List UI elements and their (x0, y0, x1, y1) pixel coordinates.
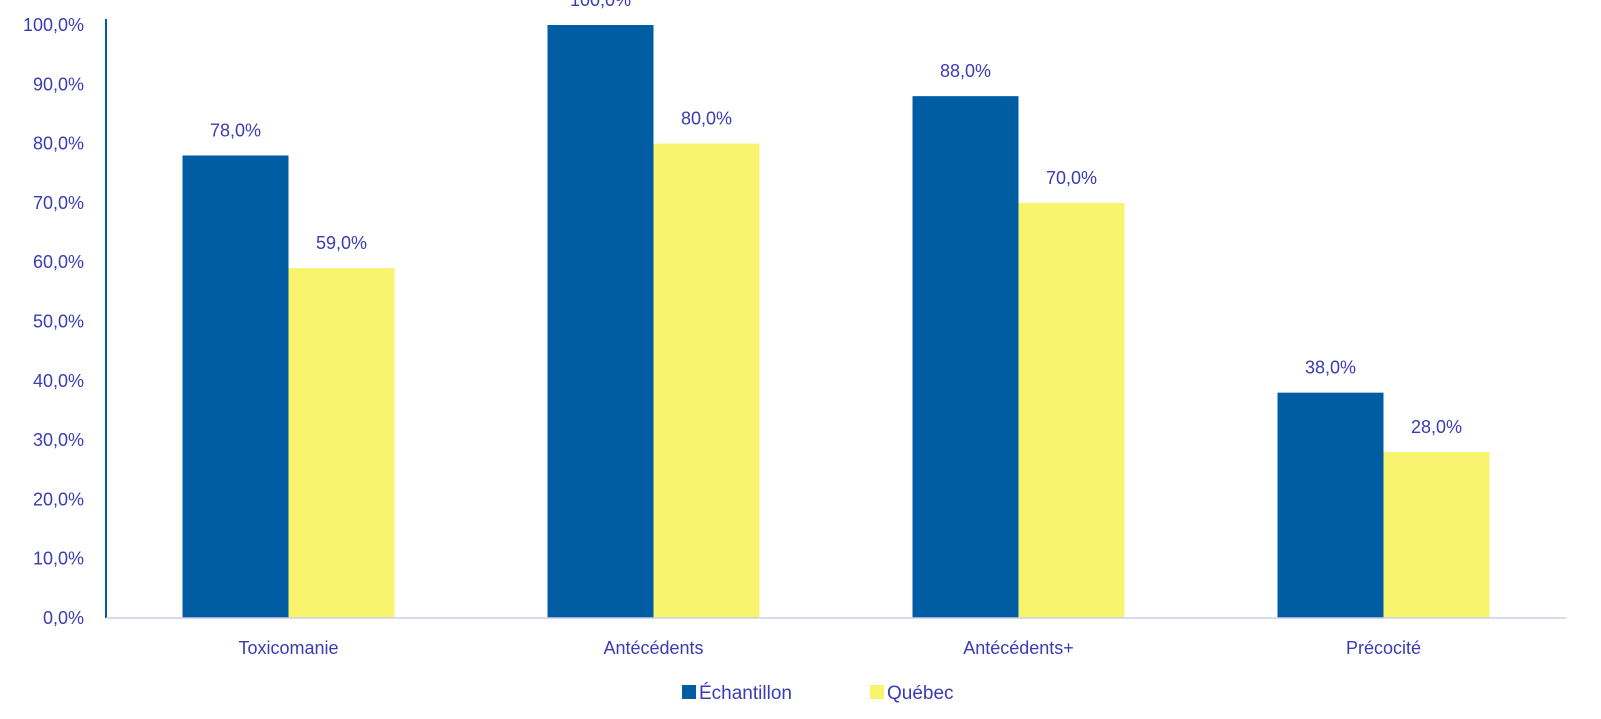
legend-swatch (870, 685, 884, 699)
y-tick-label: 70,0% (33, 193, 84, 213)
y-axis: 0,0% 10,0% 20,0% 30,0% 40,0% 50,0% 60,0% 70,0% 8… (23, 15, 107, 628)
y-tick-label: 50,0% (33, 312, 84, 332)
data-labels: 78,0% 59,0% 100,0% 80,0% 88,0% 70,0% 38,0% 28,0… (210, 0, 1462, 437)
y-tick-label: 10,0% (33, 549, 84, 569)
legend-label: Québec (887, 683, 954, 704)
x-tick-label: Toxicomanie (238, 638, 338, 658)
y-tick-label: 0,0% (43, 608, 84, 628)
data-label: 28,0% (1411, 417, 1462, 437)
y-tick-label: 30,0% (33, 430, 84, 450)
x-tick-label: Précocité (1346, 638, 1421, 658)
bar (1018, 202, 1125, 618)
x-tick-label: Antécédents (603, 638, 703, 658)
x-axis: Toxicomanie Antécédents Antécédents+ Précoc… (106, 617, 1566, 658)
data-label: 80,0% (681, 109, 732, 129)
y-tick-label: 80,0% (33, 134, 84, 154)
bar (912, 96, 1019, 618)
legend: Échantillon Québec (682, 683, 954, 704)
data-label: 59,0% (316, 233, 367, 253)
data-label: 100,0% (570, 0, 631, 10)
data-label: 70,0% (1046, 168, 1097, 188)
bar (182, 155, 289, 618)
bar (288, 268, 395, 618)
y-tick-label: 20,0% (33, 489, 84, 509)
data-label: 88,0% (940, 61, 991, 81)
y-tick-label: 60,0% (33, 252, 84, 272)
bar (1277, 392, 1384, 618)
y-tick-label: 100,0% (23, 15, 84, 35)
bar (653, 143, 760, 618)
y-tick-label: 90,0% (33, 74, 84, 94)
legend-swatch (682, 685, 696, 699)
data-label: 38,0% (1305, 358, 1356, 378)
bar (1383, 451, 1490, 618)
data-label: 78,0% (210, 120, 261, 140)
y-tick-label: 40,0% (33, 371, 84, 391)
legend-label: Échantillon (699, 683, 792, 704)
x-tick-label: Antécédents+ (963, 638, 1074, 658)
bar (547, 25, 654, 618)
bars (182, 25, 1490, 618)
